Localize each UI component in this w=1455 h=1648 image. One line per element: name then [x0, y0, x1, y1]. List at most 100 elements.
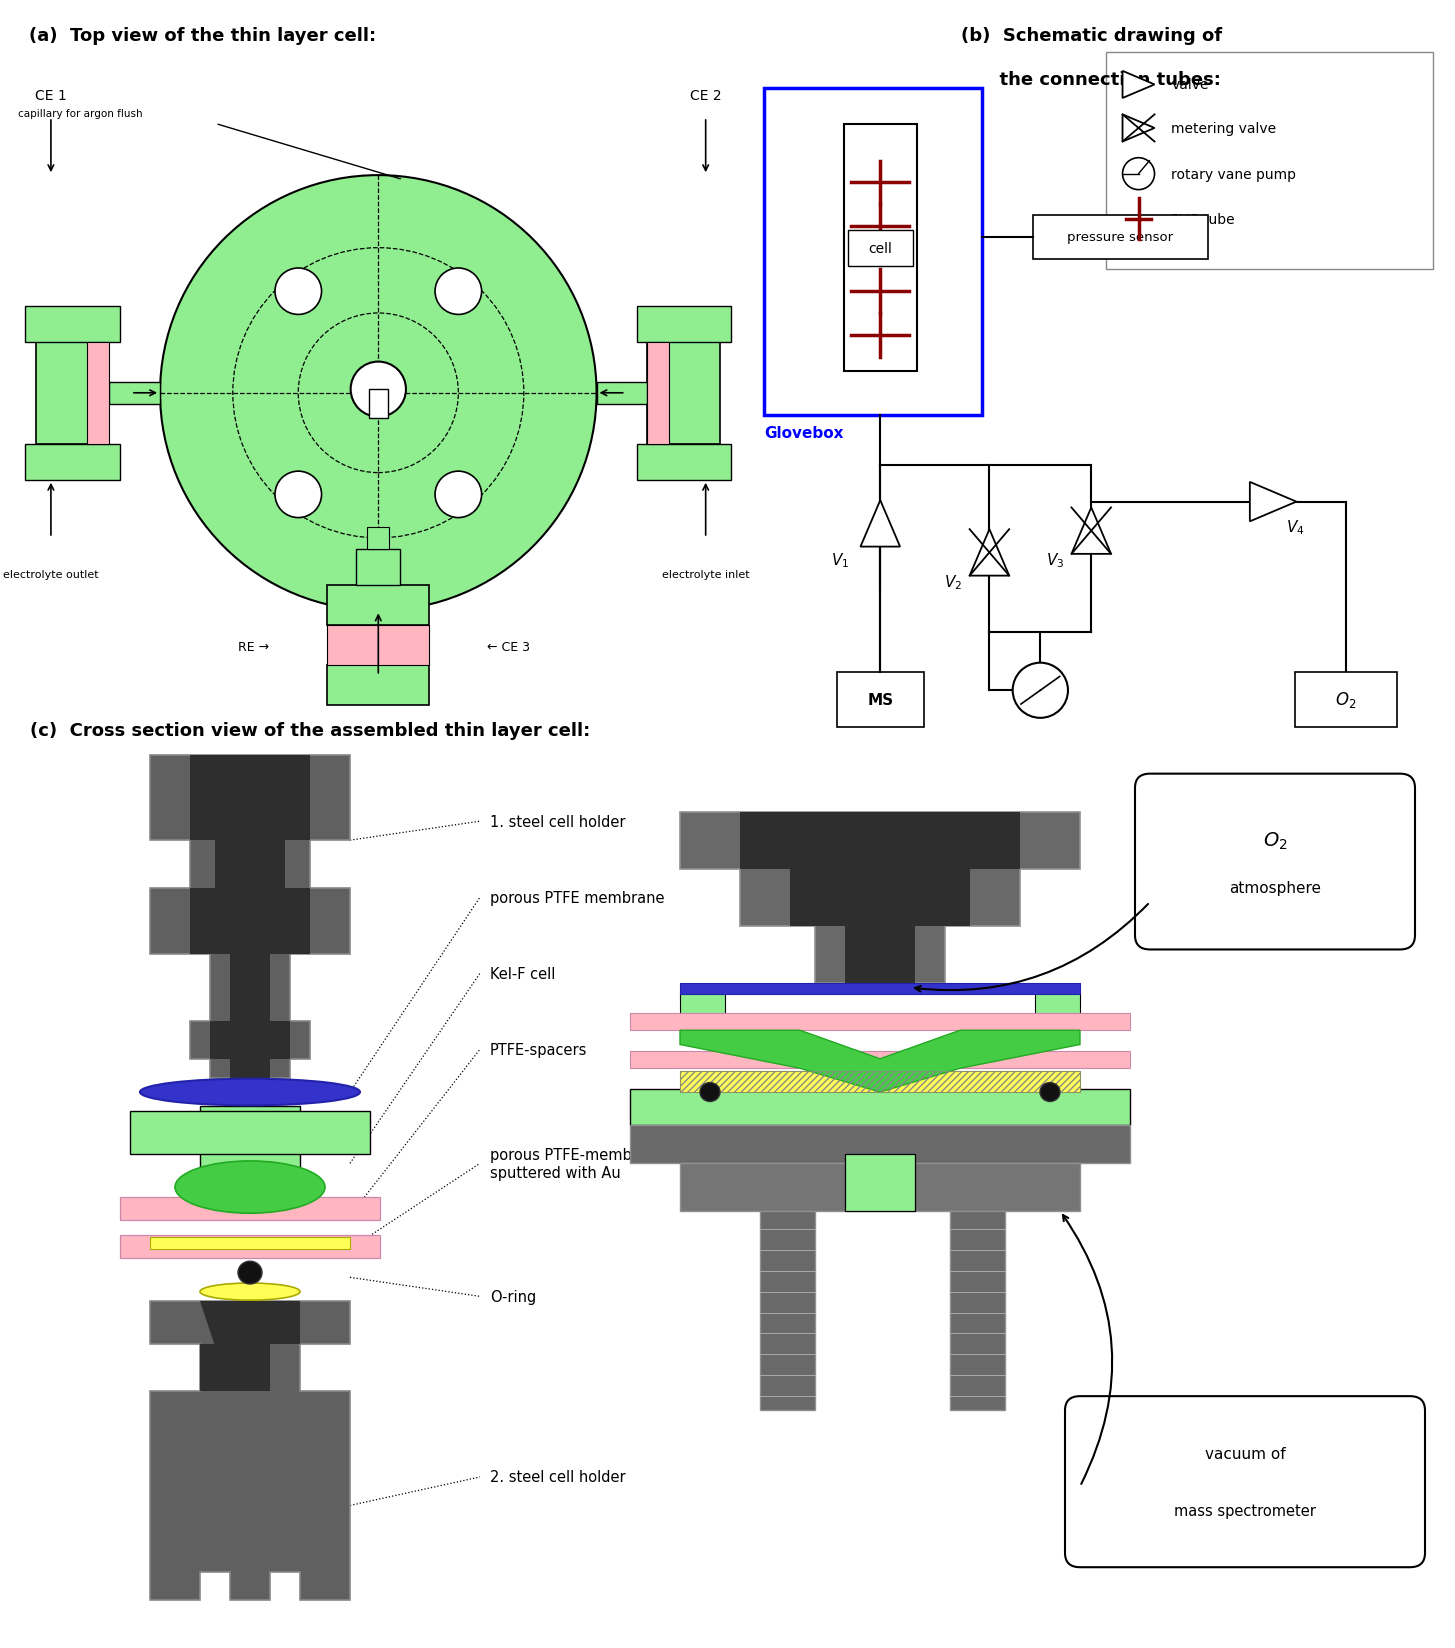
Text: $V_2$: $V_2$: [944, 574, 962, 592]
Bar: [637, 445, 732, 481]
Bar: [630, 1126, 1131, 1163]
Polygon shape: [191, 755, 310, 1078]
Bar: [327, 585, 429, 626]
Circle shape: [160, 176, 597, 611]
Polygon shape: [1071, 508, 1112, 554]
Bar: [679, 984, 1080, 994]
Text: CE 1: CE 1: [35, 89, 67, 104]
Text: $O_2$: $O_2$: [1263, 831, 1288, 852]
Bar: [327, 666, 429, 705]
Polygon shape: [199, 1302, 300, 1391]
Polygon shape: [741, 812, 1020, 984]
Polygon shape: [150, 1302, 351, 1600]
Text: cell: cell: [869, 242, 892, 255]
Circle shape: [351, 363, 406, 417]
Polygon shape: [969, 531, 1010, 577]
Bar: [26, 307, 121, 343]
Text: porous PTFE-membrane
sputtered with Au: porous PTFE-membrane sputtered with Au: [490, 1147, 665, 1180]
FancyBboxPatch shape: [1065, 1396, 1424, 1567]
Text: O-ring: O-ring: [490, 1289, 537, 1304]
Text: ← CE 3: ← CE 3: [487, 641, 531, 654]
Text: $O_2$: $O_2$: [1336, 691, 1356, 710]
Bar: [356, 549, 400, 585]
Text: metering valve: metering valve: [1171, 122, 1276, 135]
Text: valve: valve: [1171, 79, 1209, 92]
Bar: [637, 307, 732, 343]
Text: electrolyte inlet: electrolyte inlet: [662, 570, 749, 580]
Bar: [630, 1014, 1131, 1030]
Circle shape: [435, 471, 482, 517]
Ellipse shape: [175, 1162, 324, 1213]
Polygon shape: [679, 812, 1080, 984]
Text: MS: MS: [867, 692, 893, 707]
Text: $V_1$: $V_1$: [831, 550, 850, 570]
Bar: [129, 1111, 370, 1154]
Circle shape: [1040, 1083, 1061, 1103]
Polygon shape: [679, 1030, 1080, 1093]
Bar: [679, 1071, 1080, 1093]
Text: 1. steel cell holder: 1. steel cell holder: [490, 814, 626, 829]
Bar: [368, 527, 390, 549]
Bar: [647, 343, 669, 445]
Polygon shape: [150, 755, 351, 1078]
Text: the connection tubes:: the connection tubes:: [962, 71, 1221, 89]
Text: pressure sensor: pressure sensor: [1068, 231, 1173, 244]
Text: $V_3$: $V_3$: [1046, 550, 1064, 570]
Text: PTFE-spacers: PTFE-spacers: [490, 1042, 588, 1056]
Bar: [1033, 216, 1208, 259]
Bar: [119, 1234, 380, 1259]
Bar: [1295, 672, 1397, 727]
Bar: [199, 1106, 300, 1192]
Circle shape: [700, 1083, 720, 1103]
Circle shape: [239, 1261, 262, 1284]
Text: (b)  Schematic drawing of: (b) Schematic drawing of: [960, 28, 1222, 46]
Text: Glovebox: Glovebox: [764, 427, 844, 442]
Bar: [679, 1163, 1080, 1211]
Bar: [87, 343, 109, 445]
Circle shape: [275, 269, 322, 315]
Bar: [1035, 992, 1080, 1030]
Text: (a)  Top view of the thin layer cell:: (a) Top view of the thin layer cell:: [29, 28, 377, 46]
Bar: [764, 89, 982, 415]
Text: (c)  Cross section view of the assembled thin layer cell:: (c) Cross section view of the assembled …: [31, 722, 591, 740]
Bar: [837, 672, 924, 727]
Bar: [760, 1211, 815, 1411]
Text: mass spectrometer: mass spectrometer: [1174, 1503, 1315, 1518]
Polygon shape: [1123, 73, 1155, 99]
Text: capillary for argon flush: capillary for argon flush: [17, 109, 143, 119]
Circle shape: [435, 269, 482, 315]
FancyBboxPatch shape: [1135, 775, 1416, 949]
Text: porous PTFE membrane: porous PTFE membrane: [490, 890, 665, 905]
Text: CE 2: CE 2: [690, 89, 722, 104]
Ellipse shape: [199, 1284, 300, 1300]
Bar: [119, 1196, 380, 1221]
Circle shape: [1123, 158, 1155, 191]
Polygon shape: [1123, 115, 1155, 142]
Bar: [679, 992, 725, 1030]
Text: $V_4$: $V_4$: [1286, 519, 1304, 537]
Bar: [647, 343, 720, 445]
Bar: [1106, 53, 1433, 270]
Polygon shape: [370, 391, 388, 419]
Ellipse shape: [140, 1079, 359, 1106]
Bar: [327, 626, 429, 666]
Bar: [597, 382, 647, 404]
Bar: [950, 1211, 1005, 1411]
Circle shape: [1013, 662, 1068, 719]
Text: RE →: RE →: [239, 641, 269, 654]
Text: 2. steel cell holder: 2. steel cell holder: [490, 1470, 626, 1485]
Text: PVC tube: PVC tube: [1171, 213, 1235, 226]
Bar: [36, 343, 109, 445]
Bar: [679, 1071, 1080, 1093]
Bar: [845, 1154, 915, 1211]
Bar: [26, 445, 121, 481]
Text: Kel-F cell: Kel-F cell: [490, 966, 556, 981]
Polygon shape: [1250, 483, 1296, 522]
Bar: [150, 1238, 351, 1249]
Text: electrolyte outlet: electrolyte outlet: [3, 570, 99, 580]
Bar: [847, 231, 914, 267]
Text: vacuum of: vacuum of: [1205, 1445, 1285, 1460]
Text: rotary vane pump: rotary vane pump: [1171, 168, 1296, 181]
Polygon shape: [860, 501, 901, 547]
Circle shape: [275, 471, 322, 517]
